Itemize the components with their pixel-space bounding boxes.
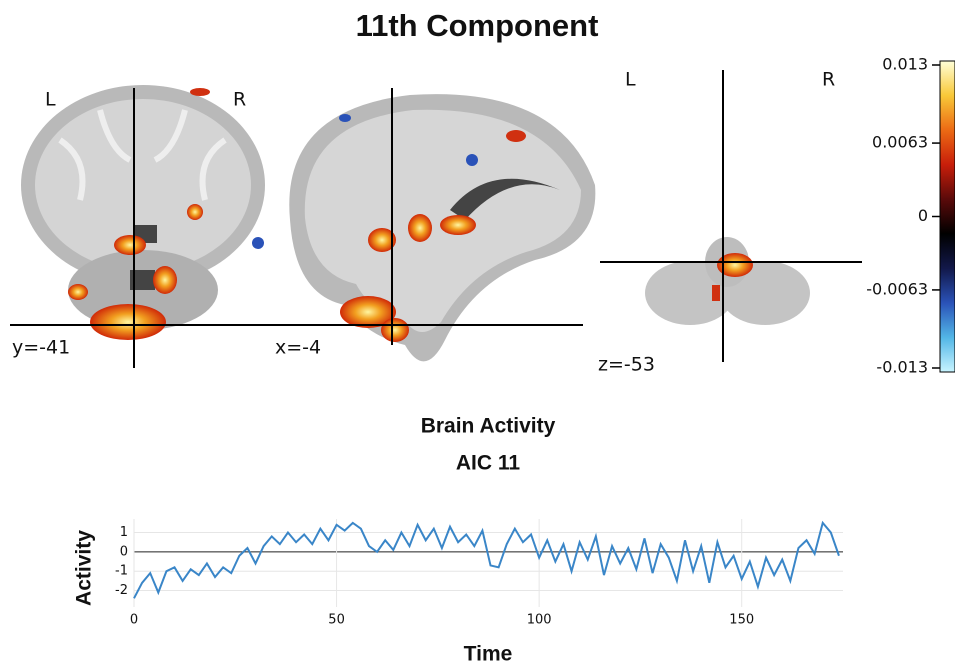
- coronal-left-label: L: [45, 89, 56, 111]
- colorbar-tick-label: 0: [918, 206, 928, 225]
- x-axis-label: Time: [464, 643, 513, 666]
- sagittal-coordinate: x=-4: [275, 337, 321, 359]
- axial-right-label: R: [822, 69, 835, 91]
- y-tick-label: -2: [115, 583, 128, 598]
- colorbar-tick-label: 0.013: [882, 55, 928, 74]
- axial-view: L R z=-53: [598, 69, 862, 376]
- sagittal-view: x=-4: [275, 88, 595, 361]
- chart-subtitle: AIC 11: [456, 452, 521, 475]
- chart-title: Brain Activity: [421, 415, 556, 438]
- coronal-coordinate: y=-41: [12, 337, 70, 359]
- x-tick-label: 0: [130, 613, 138, 628]
- colorbar: [940, 61, 955, 372]
- y-tick-label: 0: [120, 544, 128, 559]
- y-tick-label: -1: [115, 564, 128, 579]
- coronal-right-label: R: [233, 89, 246, 111]
- figure: 11th Component L R y=-41 x=-4: [0, 0, 955, 668]
- axial-left-label: L: [625, 69, 636, 91]
- line-series: [134, 523, 839, 598]
- axial-coordinate: z=-53: [598, 354, 655, 376]
- x-tick-label: 50: [328, 613, 345, 628]
- figure-title: 11th Component: [356, 8, 599, 43]
- colorbar-tick-label: -0.0063: [866, 279, 928, 298]
- colorbar-tick-label: 0.0063: [872, 133, 928, 152]
- y-axis-label: Activity: [73, 530, 96, 606]
- x-tick-label: 150: [729, 613, 754, 628]
- colorbar-tick-label: -0.013: [876, 358, 928, 377]
- y-tick-label: 1: [120, 525, 128, 540]
- x-tick-label: 100: [527, 613, 552, 628]
